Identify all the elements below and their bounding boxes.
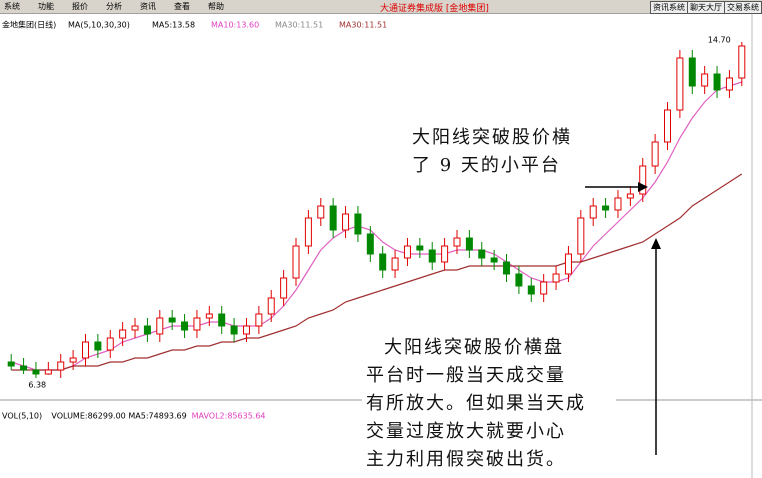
candle-body [44, 369, 52, 375]
indicator-label: MA30:11.51 [275, 21, 323, 30]
price-label: 6.38 [28, 380, 46, 389]
candle-body [156, 317, 164, 335]
candle-body [366, 233, 374, 255]
annotation: 大阳线突破股价横 了 9 天的小平台 [412, 124, 572, 180]
moving-average [11, 173, 743, 371]
indicator-label: MA30:11.51 [339, 21, 387, 30]
candle-body [391, 257, 399, 271]
candle-body [453, 237, 461, 247]
candle-body [688, 57, 696, 87]
candle-body [701, 73, 709, 87]
candle-body [725, 77, 733, 91]
candle-body [267, 297, 275, 315]
candle-body [7, 361, 15, 367]
candle-body [416, 245, 424, 251]
candle-body [651, 141, 659, 167]
candle-body [57, 361, 65, 371]
candle-body [478, 249, 486, 259]
candle-body [119, 329, 127, 339]
candle-body [540, 281, 548, 295]
window-title: 大通证券集成版 [金地集团] [380, 4, 489, 14]
candle-body [577, 217, 585, 255]
candle-body [354, 213, 362, 235]
candle-body [465, 237, 473, 251]
candle-body [181, 321, 189, 331]
candle-body [218, 313, 226, 327]
candle-body [527, 285, 535, 295]
menu-item: 资讯 [140, 2, 156, 11]
candle-body [713, 73, 721, 91]
candle-body [94, 341, 102, 351]
candle-body [614, 197, 622, 211]
candle-body [552, 273, 560, 283]
candle-body [639, 165, 647, 195]
candle-body [490, 257, 498, 263]
candle-body [403, 245, 411, 259]
toolbar-button[interactable]: 聊天大厅 [687, 1, 725, 14]
arrow-head [651, 238, 661, 249]
menu-item: 帮助 [208, 2, 224, 11]
annotation-line: 有所放大。但如果当天成 [366, 393, 586, 414]
menu-item: 系统 [4, 2, 20, 11]
candle-body [280, 277, 288, 299]
annotation-line: 平台时一般当天成交量 [366, 365, 566, 386]
volume-label: VOL(5,10) [2, 412, 42, 421]
candle-body [428, 249, 436, 263]
candle-body [626, 193, 634, 199]
candle-body [564, 253, 572, 275]
annotation-line: 了 9 天的小平台 [412, 155, 561, 176]
annotation-line: 主力利用假突破出货。 [366, 449, 566, 470]
candle-body [143, 325, 151, 335]
candle-body [32, 369, 40, 375]
volume-label: MA5:74893.69 [128, 412, 186, 421]
candle-body [292, 245, 300, 279]
candle-body [131, 325, 139, 331]
candle-body [342, 213, 350, 231]
candle-body [69, 357, 77, 363]
menu-item: 功能 [38, 2, 54, 11]
annotation: 大阳线突破股价横盘 平台时一般当天成交量 有所放大。但如果当天成 交量过度放大就… [362, 334, 616, 478]
candle-body [602, 205, 610, 211]
candle-body [255, 313, 263, 327]
candle-body [503, 261, 511, 275]
candle-body [329, 205, 337, 231]
moving-average [11, 81, 742, 371]
candle-body [676, 57, 684, 111]
candle-body [441, 245, 449, 263]
menu-bar: 大通证券集成版 [金地集团] 系统 功能 报价 分析 资讯 查看 帮助 资讯系统 聊天大厅 交易系… [0, 0, 762, 14]
indicator-label: MA(5,10,30,30) [68, 21, 130, 30]
menu-item: 分析 [106, 2, 122, 11]
candle-body [242, 325, 250, 335]
volume-label: VOLUME:86299.00 [51, 412, 125, 421]
candle-body [515, 273, 523, 287]
candle-body [193, 317, 201, 331]
candle-body [317, 205, 325, 219]
indicator-label: MA5:13.58 [152, 21, 195, 30]
candle-body [230, 325, 238, 335]
candle-body [205, 313, 213, 319]
volume-label: MAVOL2:85635.64 [192, 412, 266, 421]
candle-body [738, 45, 746, 79]
toolbar-button[interactable]: 交易系统 [724, 1, 762, 14]
annotation-line: 大阳线突破股价横 [412, 127, 572, 148]
candle-body [81, 341, 89, 359]
toolbar-button[interactable]: 资讯系统 [650, 1, 688, 14]
menu-item: 查看 [174, 2, 190, 11]
annotation-line: 交量过度放大就要小心 [366, 421, 566, 442]
candle-body [106, 337, 114, 351]
arrow-head [638, 182, 648, 192]
menu-item: 报价 [72, 2, 88, 11]
annotation-line: 大阳线突破股价横盘 [384, 337, 564, 358]
candle-body [379, 253, 387, 271]
candle-body [20, 365, 28, 371]
candle-body [168, 317, 176, 323]
indicator-label: MA10:13.60 [211, 21, 259, 30]
price-label: 14.70 [708, 36, 731, 45]
indicator-label: 金地集团(日线) [2, 20, 56, 30]
candle-body [304, 217, 312, 247]
candle-body [589, 205, 597, 219]
candle-body [664, 109, 672, 143]
